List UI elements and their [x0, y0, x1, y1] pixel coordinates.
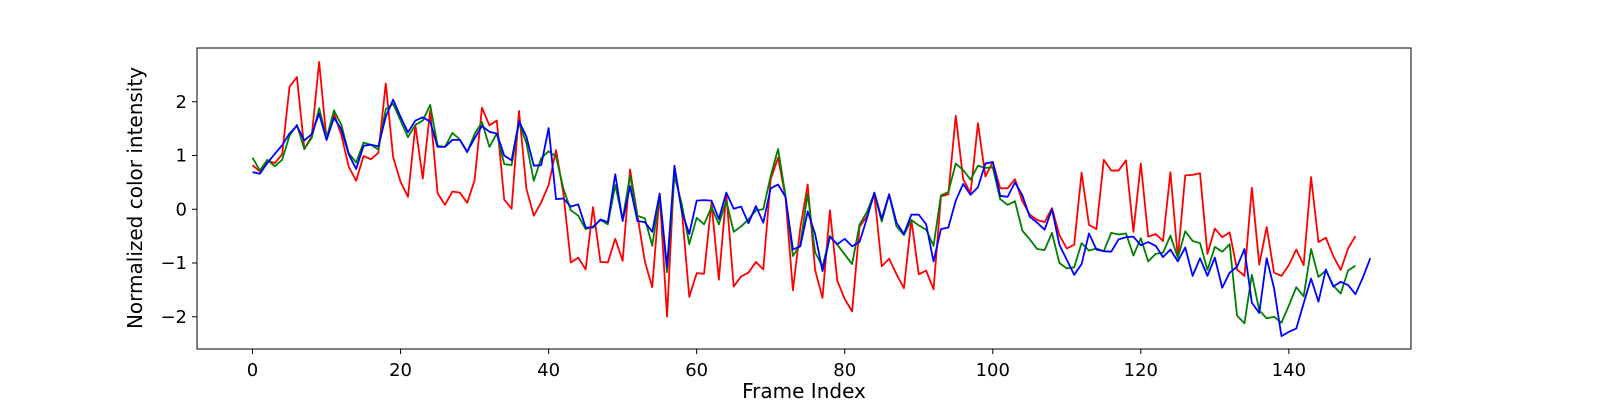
x-tick-label: 0 — [247, 360, 258, 381]
x-tick-label: 100 — [976, 360, 1010, 381]
series-line-1 — [251, 103, 1356, 325]
x-tick-label: 120 — [1124, 360, 1158, 381]
series-lines — [251, 61, 1372, 338]
y-tick-label: −1 — [160, 253, 187, 274]
y-axis: −2 −1 0 1 2 — [160, 92, 197, 328]
x-tick-label: 80 — [833, 360, 856, 381]
y-tick-label: 1 — [176, 146, 187, 167]
x-tick-label: 40 — [537, 360, 560, 381]
plot-frame — [196, 47, 1412, 350]
x-tick-label: 140 — [1272, 360, 1306, 381]
x-tick-label: 60 — [685, 360, 708, 381]
series-line-0 — [251, 61, 1357, 318]
x-axis-label: Frame Index — [742, 379, 866, 400]
y-tick-label: 2 — [176, 92, 187, 113]
y-tick-label: 0 — [176, 199, 187, 220]
x-tick-label: 20 — [389, 360, 412, 381]
series-line-2 — [252, 98, 1372, 338]
x-axis: 0 20 40 60 80 100 120 140 — [247, 349, 1306, 381]
y-tick-label: −2 — [160, 307, 187, 328]
y-axis-label: Normalized color intensity — [123, 67, 147, 329]
